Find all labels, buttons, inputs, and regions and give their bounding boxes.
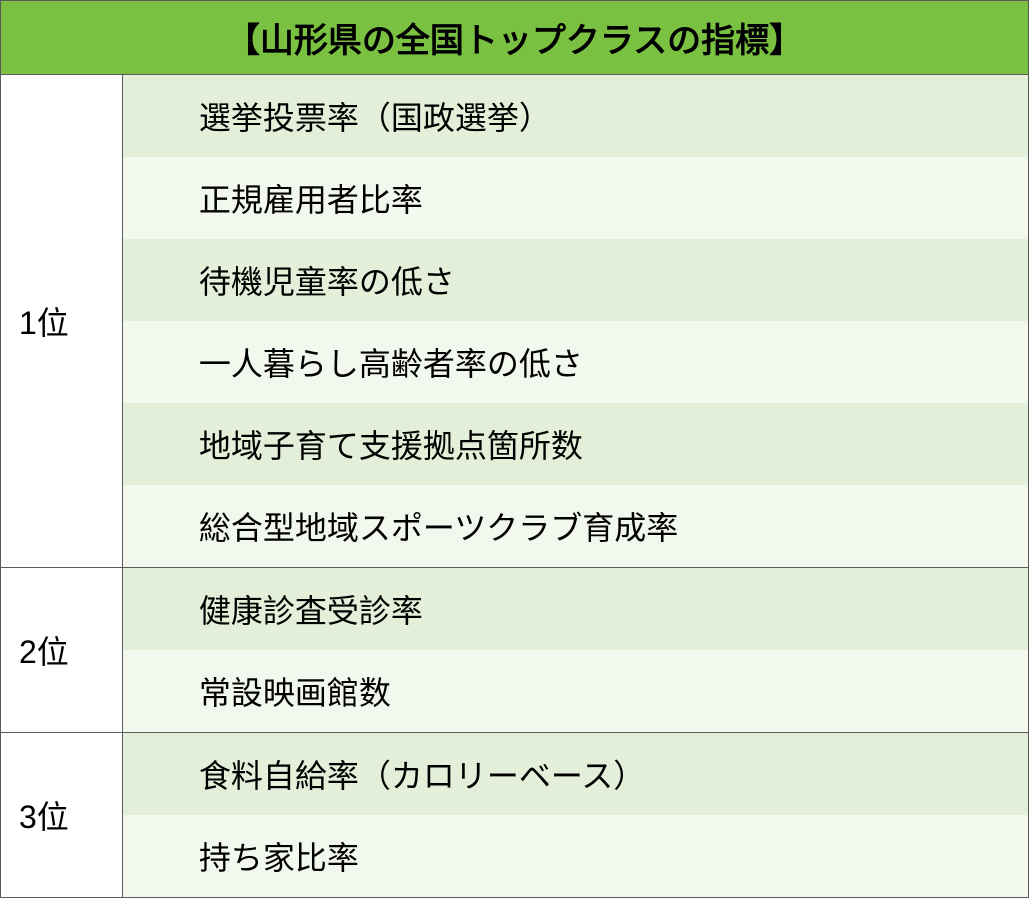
indicator-item: 持ち家比率 (123, 815, 1028, 897)
table-header-row: 【山形県の全国トップクラスの指標】 (1, 1, 1029, 75)
indicator-item: 一人暮らし高齢者率の低さ (123, 321, 1028, 403)
rank-items-cell: 健康診査受診率常設映画館数 (122, 568, 1028, 733)
rank-row: 3位食料自給率（カロリーベース）持ち家比率 (1, 733, 1029, 898)
rank-row: 2位健康診査受診率常設映画館数 (1, 568, 1029, 733)
rank-items-cell: 食料自給率（カロリーベース）持ち家比率 (122, 733, 1028, 898)
indicator-item: 総合型地域スポーツクラブ育成率 (123, 485, 1028, 567)
indicator-item: 常設映画館数 (123, 650, 1028, 732)
indicator-item: 地域子育て支援拠点箇所数 (123, 403, 1028, 485)
rank-row: 1位選挙投票率（国政選挙）正規雇用者比率待機児童率の低さ一人暮らし高齢者率の低さ… (1, 75, 1029, 568)
indicator-item: 食料自給率（カロリーベース） (123, 733, 1028, 815)
rank-label-cell: 3位 (1, 733, 123, 898)
rank-items-cell: 選挙投票率（国政選挙）正規雇用者比率待機児童率の低さ一人暮らし高齢者率の低さ地域… (122, 75, 1028, 568)
indicator-item: 選挙投票率（国政選挙） (123, 75, 1028, 157)
table-body: 1位選挙投票率（国政選挙）正規雇用者比率待機児童率の低さ一人暮らし高齢者率の低さ… (1, 75, 1029, 898)
indicator-item: 健康診査受診率 (123, 568, 1028, 650)
rank-label-cell: 1位 (1, 75, 123, 568)
indicator-item: 正規雇用者比率 (123, 157, 1028, 239)
ranking-table: 【山形県の全国トップクラスの指標】 1位選挙投票率（国政選挙）正規雇用者比率待機… (0, 0, 1029, 898)
table-title: 【山形県の全国トップクラスの指標】 (1, 1, 1029, 75)
indicator-item: 待機児童率の低さ (123, 239, 1028, 321)
rank-label-cell: 2位 (1, 568, 123, 733)
